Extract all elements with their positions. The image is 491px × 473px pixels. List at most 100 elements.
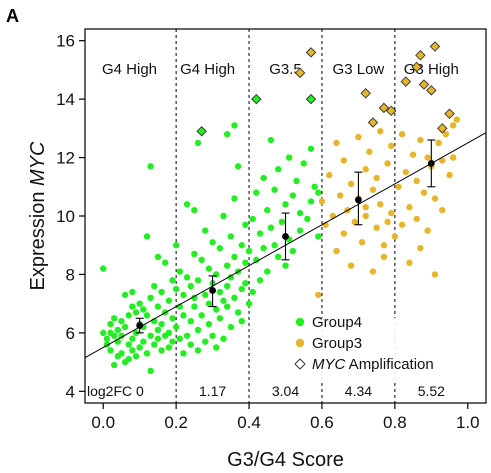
group4-point [198, 312, 205, 319]
group4-point [154, 253, 162, 261]
group4-point [282, 201, 289, 208]
group4-point [129, 303, 136, 310]
myc-amplification-point [251, 93, 262, 105]
group3-point [431, 271, 439, 278]
group4-point [172, 242, 180, 249]
group4-point [121, 291, 129, 299]
group4-point [114, 326, 122, 334]
group3-point [453, 116, 461, 123]
group4-point [296, 227, 304, 234]
y-tick-label: 16 [56, 32, 75, 51]
group4-point [183, 332, 191, 339]
mean-point [355, 196, 362, 204]
group4-point [238, 285, 245, 293]
region-label: G4 High [102, 61, 157, 78]
plot-area: 0.0 0.2 0.4 0.6 0.8 1.0 4 6 8 10 12 14 16 G3/G4 Score… [27, 28, 487, 471]
myc-amplification-point [294, 67, 306, 79]
group4-point [154, 335, 162, 342]
legend-label: Group4 [312, 314, 362, 331]
group4-point [191, 250, 198, 258]
y-tick-label: 6 [66, 324, 75, 343]
group4-point [151, 282, 158, 290]
log2fc-label: 3.04 [272, 383, 299, 399]
group4-point [194, 277, 202, 284]
group4-point [187, 282, 194, 290]
myc-amplification-point [378, 102, 390, 114]
group4-point [231, 253, 238, 261]
group4-point [315, 233, 322, 240]
group3-point [413, 177, 420, 185]
group3-point [388, 142, 395, 150]
group4-point [169, 315, 176, 322]
myc-amplification-point [437, 123, 448, 134]
group4-point [132, 353, 140, 360]
myc-amplification-point [305, 47, 317, 58]
group4-point [315, 189, 322, 196]
legend-label: Group3 [312, 335, 362, 352]
group4-point [140, 338, 147, 345]
group4-point [158, 288, 165, 296]
group3-point [373, 174, 380, 182]
group3-point [406, 204, 413, 211]
region-label: G3 Low [333, 61, 385, 78]
group4-point [125, 355, 132, 363]
group3-point [439, 157, 446, 164]
group4-point [311, 183, 318, 190]
group3-point [398, 221, 406, 228]
panel-letter: A [6, 6, 19, 26]
group4-point [242, 259, 249, 266]
myc-amplification-point [411, 61, 422, 73]
legend-swatch [295, 317, 305, 327]
group4-point [118, 332, 125, 339]
group4-point [300, 160, 307, 167]
group3-point [395, 183, 402, 190]
mean-point [427, 160, 435, 167]
group4-point [169, 277, 176, 284]
group4-point [165, 329, 173, 337]
myc-amplification-point [367, 117, 379, 128]
group3-point [446, 171, 453, 179]
group4-point [231, 195, 238, 202]
group3-point [315, 291, 322, 299]
group3-point [384, 160, 391, 167]
group3-point [340, 157, 348, 164]
group4-point [151, 341, 158, 348]
group4-point [231, 122, 238, 129]
group4-point [227, 274, 235, 281]
group4-point [253, 189, 260, 196]
group4-point [143, 233, 151, 240]
group3-point [398, 130, 406, 138]
group3-point [420, 189, 428, 196]
group3-point [406, 259, 413, 266]
group4-point [209, 332, 216, 339]
myc-amplification-point [400, 76, 412, 87]
group4-point [293, 177, 300, 185]
group4-point [158, 347, 165, 354]
group3-point [409, 151, 417, 158]
group4-point [271, 242, 278, 249]
group4-point [147, 332, 154, 339]
group3-point [377, 201, 384, 208]
group3-point [424, 154, 431, 161]
x-axis-title: G3/G4 Score [227, 449, 344, 471]
group4-point [209, 239, 216, 246]
group4-point [118, 350, 125, 357]
group4-point [205, 265, 213, 272]
group4-point [296, 209, 304, 217]
region-label: G4 High [180, 61, 235, 78]
group3-point [333, 139, 340, 147]
group4-point [242, 221, 249, 228]
group4-point [169, 338, 176, 345]
myc-amplification-point [385, 105, 397, 117]
group4-point [183, 274, 191, 281]
group3-point [351, 218, 358, 226]
group4-point [278, 218, 286, 226]
group4-point [162, 259, 169, 266]
x-tick-label: 0.6 [310, 413, 334, 432]
group3-point [347, 180, 355, 188]
group4-point [110, 332, 118, 339]
group3-point [362, 212, 369, 220]
group4-point [205, 320, 213, 328]
group4-point [216, 244, 224, 252]
y-tick-label: 14 [56, 90, 75, 109]
